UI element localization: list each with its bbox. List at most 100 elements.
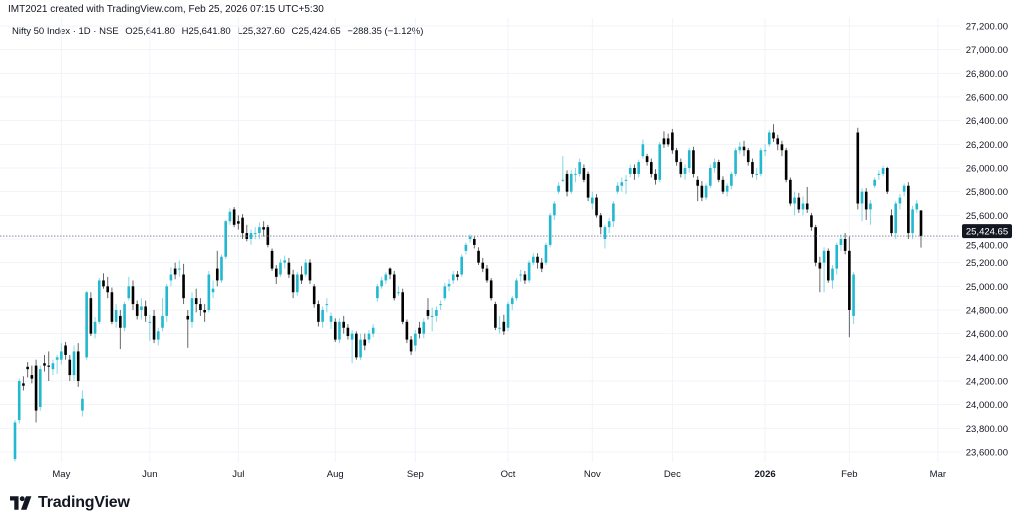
candle-2025-11-11 (612, 201, 615, 228)
candle-body (220, 256, 223, 281)
candle-2025-06-10 (173, 262, 177, 280)
candle-body (68, 359, 72, 376)
candle-2025-12-29 (751, 158, 754, 178)
candle-body (135, 304, 139, 316)
candle-2026-01-21 (818, 256, 822, 293)
tradingview-logo[interactable]: TradingView (10, 494, 130, 512)
candle-2025-11-27 (662, 131, 666, 148)
x-tick-label: Dec (664, 469, 681, 480)
candle-2025-08-18 (376, 283, 379, 302)
candle-2025-07-01 (237, 215, 240, 230)
candle-body (392, 274, 396, 299)
candle-2025-11-13 (620, 177, 624, 192)
candle-2025-08-28 (405, 319, 409, 344)
candle-body (296, 274, 299, 293)
candle-body (911, 209, 914, 234)
candle-2025-10-27 (569, 170, 573, 195)
candle-2025-07-08 (258, 222, 261, 239)
candle-body (767, 132, 771, 145)
candle-2025-05-07 (72, 345, 76, 381)
candle-body (26, 366, 29, 370)
candle-2025-07-31 (329, 312, 333, 329)
candle-body (291, 274, 295, 293)
grid (0, 18, 960, 462)
time-axis[interactable]: May Jun Jul Aug Sep Oct Nov Dec 2026 Feb Mar (52, 469, 946, 480)
candle-body (877, 173, 881, 175)
candle-2026-02-09 (873, 177, 876, 189)
candle-body (190, 298, 194, 322)
candle-body (317, 304, 320, 322)
candle-body (485, 268, 489, 281)
candle-2025-06-13 (186, 310, 190, 348)
candle-2026-02-16 (894, 201, 898, 239)
candle-2025-05-21 (114, 304, 118, 328)
candle-body (641, 144, 645, 157)
y-tick-label: 25,000.00 (966, 282, 1008, 293)
candle-2025-07-21 (296, 272, 299, 296)
candle-2025-12-01 (671, 128, 674, 154)
candle-2025-11-07 (603, 224, 607, 249)
candle-body (443, 286, 447, 299)
candle-2025-06-20 (207, 270, 211, 313)
candle-2025-04-30 (55, 354, 59, 374)
candle-body (17, 381, 21, 421)
candle-2026-01-05 (772, 124, 775, 142)
candle-body (64, 345, 67, 355)
candle-2025-09-10 (443, 282, 447, 301)
candle-body (628, 168, 632, 174)
candle-2025-08-05 (342, 315, 345, 334)
candle-body (835, 244, 839, 269)
candle-body (679, 162, 683, 174)
candle-body (746, 150, 750, 163)
candle-body (523, 274, 527, 281)
candle-body (464, 244, 468, 251)
candle-body (384, 274, 388, 281)
candle-2025-07-09 (262, 221, 265, 237)
candle-body (435, 310, 438, 316)
candle-2025-07-14 (274, 265, 278, 284)
candle-2025-07-22 (300, 266, 303, 284)
price-axis[interactable]: 27,200.00 27,000.00 26,800.00 26,600.00 26,4… (966, 22, 1008, 459)
y-tick-label: 26,800.00 (966, 69, 1008, 80)
candlestick-chart[interactable]: 27,200.00 27,000.00 26,800.00 26,600.00 26,4… (0, 0, 1024, 490)
candle-body (22, 383, 25, 386)
candle-2025-05-26 (127, 276, 131, 301)
candle-2026-02-18 (902, 183, 906, 197)
candle-body (119, 315, 122, 328)
candle-2026-02-17 (898, 194, 902, 210)
candle-2026-02-11 (881, 165, 885, 177)
candle-2025-11-25 (654, 169, 657, 185)
candle-2025-09-04 (426, 298, 430, 320)
candle-body (359, 339, 362, 358)
candle-2025-05-12 (85, 291, 88, 360)
candle-body (730, 173, 733, 186)
candle-2025-09-16 (460, 254, 463, 277)
candle-2026-02-12 (885, 166, 889, 195)
candle-body (279, 262, 282, 275)
candle-body (687, 150, 691, 168)
candle-2026-01-29 (839, 234, 843, 251)
candle-body (173, 268, 177, 275)
candle-2026-02-23 (915, 199, 919, 213)
symbol-name[interactable]: Nifty 50 Index · 1D · NSE (12, 26, 119, 37)
candle-body (72, 351, 76, 376)
candle-2025-11-20 (641, 139, 645, 159)
candle-2025-06-18 (199, 298, 202, 316)
last-price-marker: 25,424.65 (0, 224, 1012, 239)
candle-body (481, 262, 485, 269)
tradingview-logo-text: TradingView (38, 494, 130, 511)
x-tick-label: Jul (232, 469, 244, 480)
candle-body (553, 203, 556, 216)
candle-2026-02-19 (907, 182, 910, 239)
candle-2025-10-13 (536, 253, 539, 269)
candle-body (55, 357, 59, 360)
candle-2026-02-04 (860, 188, 864, 222)
candle-body (532, 256, 535, 263)
candle-2025-05-27 (131, 280, 135, 310)
candle-2026-01-22 (822, 247, 826, 293)
candle-2025-11-04 (595, 194, 598, 218)
candle-2025-08-08 (355, 331, 358, 360)
candle-2025-11-28 (666, 133, 670, 147)
x-tick-label: Nov (584, 469, 601, 480)
candle-body (725, 185, 729, 192)
